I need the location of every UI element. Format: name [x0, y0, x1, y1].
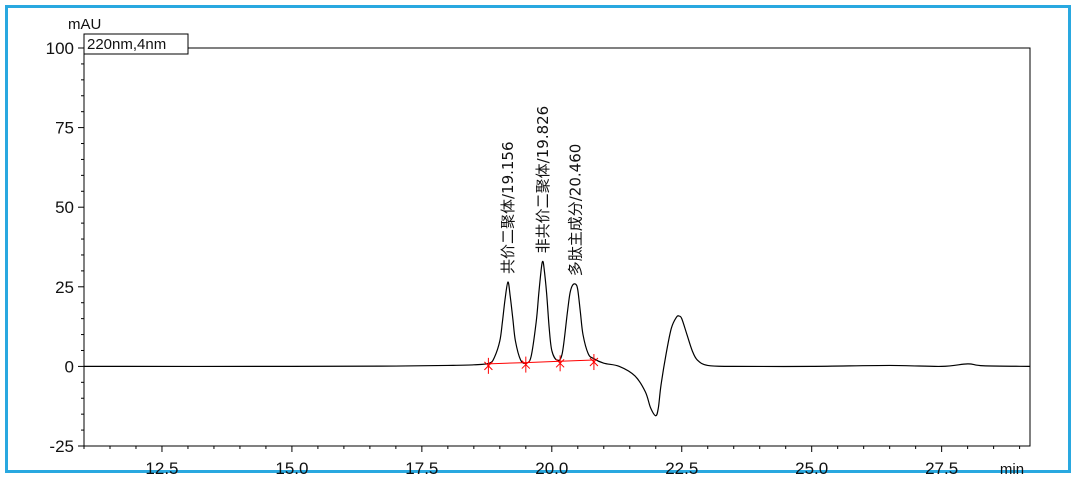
x-tick-label: 25.0 — [795, 459, 828, 478]
x-axis-unit-label: min — [1000, 461, 1024, 478]
x-tick-label: 27.5 — [925, 459, 958, 478]
baseline-marker — [484, 357, 493, 374]
plot-area-frame — [83, 47, 1031, 447]
x-tick-label: 12.5 — [145, 459, 178, 478]
peak-label-0: 共价二聚体/19.156 — [499, 141, 517, 274]
x-tick-label: 22.5 — [665, 459, 698, 478]
peak-label-1: 非共价二聚体/19.826 — [534, 106, 552, 254]
y-tick-label: 25 — [55, 278, 74, 297]
baseline-marker — [555, 355, 565, 372]
series-line-0 — [83, 260, 1031, 417]
baseline-marker-arm — [589, 357, 599, 367]
y-tick-label: 100 — [46, 39, 74, 58]
legend-label: 220nm,4nm — [87, 36, 166, 53]
y-tick-label: -25 — [49, 437, 74, 456]
y-tick-label: 50 — [55, 198, 74, 217]
x-tick-label: 17.5 — [405, 459, 438, 478]
baseline-marker-arm — [521, 360, 531, 369]
baseline-marker — [589, 354, 599, 371]
baseline-marker — [521, 356, 531, 373]
chart-frame — [5, 5, 1071, 473]
x-tick-label: 15.0 — [275, 459, 308, 478]
integration-baseline — [488, 359, 594, 365]
y-axis-unit-label: mAU — [68, 16, 101, 33]
legend-box — [83, 33, 189, 55]
x-tick-label: 20.0 — [535, 459, 568, 478]
baseline-marker-arm — [555, 358, 565, 368]
peak-label-2: 多肽主成分/20.460 — [567, 144, 585, 277]
y-tick-label: 75 — [55, 119, 74, 138]
baseline-marker-arm — [484, 361, 493, 371]
y-tick-label: 0 — [65, 357, 74, 376]
